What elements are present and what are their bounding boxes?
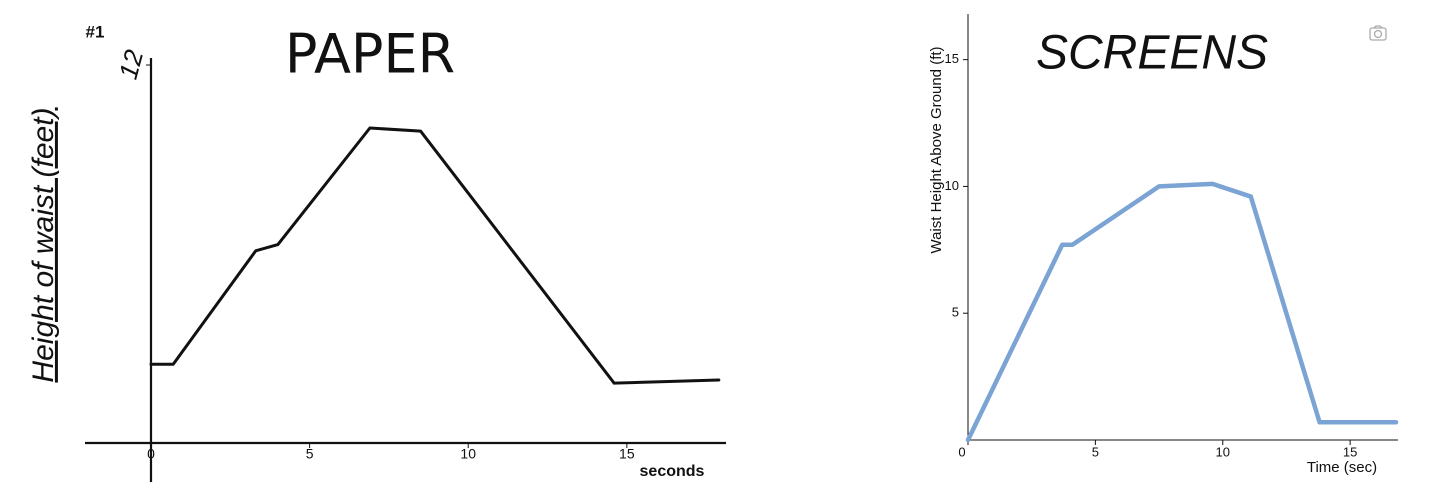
x-axis-label: Time (sec): [1307, 459, 1377, 476]
y-tick-label: 5: [952, 305, 959, 320]
x-tick-label: 10: [460, 446, 476, 462]
x-tick-label: 0: [958, 444, 965, 459]
chart-title: PAPER: [285, 23, 455, 86]
x-tick-label: 5: [306, 446, 314, 462]
y-tick-label: 15: [945, 51, 959, 66]
chart-title: SCREENS: [1036, 27, 1268, 80]
y-axis-label: Waist Height Above Ground (ft): [928, 46, 945, 253]
data-line: [149, 126, 721, 385]
x-tick-label: 15: [619, 446, 635, 462]
x-tick-label: 15: [1343, 444, 1357, 459]
camera-icon[interactable]: [1369, 25, 1387, 41]
x-tick-label: 0: [147, 446, 155, 462]
y-axis-label: Height of waist (feet): [27, 107, 60, 382]
x-tick-label: 5: [1092, 444, 1099, 459]
y-tick-label: 10: [945, 178, 959, 193]
annotation: #1: [86, 22, 105, 41]
x-axis-label: seconds: [640, 463, 705, 480]
data-line: [965, 181, 1399, 443]
y-tick-label: 12: [113, 46, 150, 82]
x-tick-label: 10: [1216, 444, 1230, 459]
